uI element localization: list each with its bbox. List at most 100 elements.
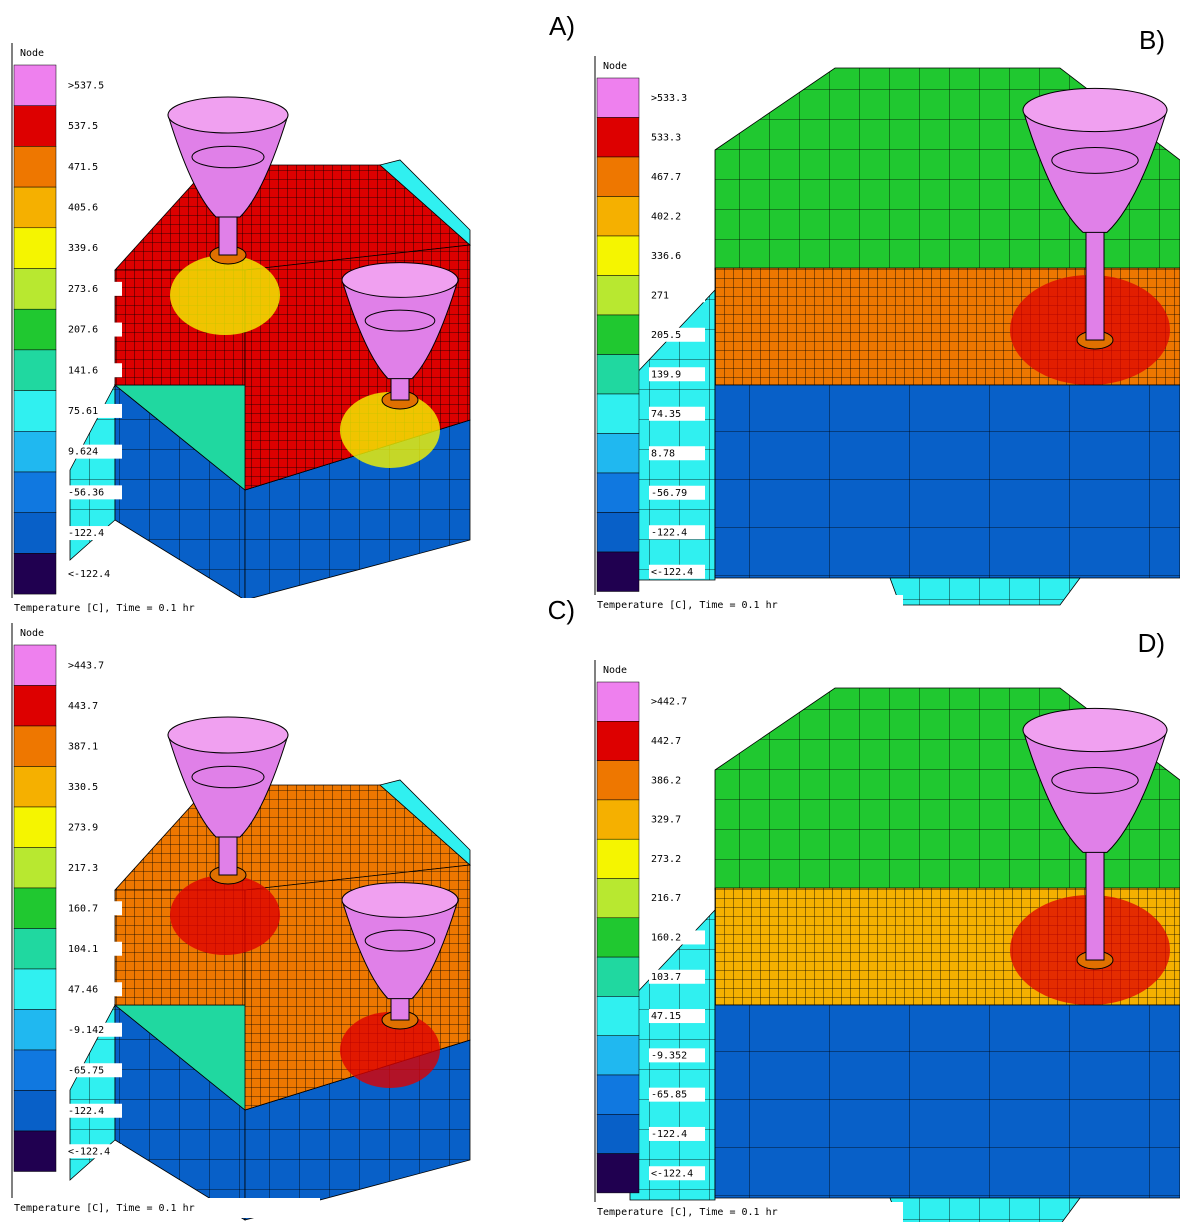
legend-swatch [597,355,639,395]
legend-label: 160.2 [651,932,681,943]
legend-label: >443.7 [68,660,104,671]
legend-swatch [14,645,56,686]
legend-swatch [597,315,639,355]
legend-label: 273.2 [651,854,681,865]
legend-label: -122.4 [651,527,687,538]
mesh-grid [890,1198,1080,1222]
legend-label: 273.9 [68,822,98,833]
panel-label: D) [1138,628,1165,658]
legend-label: 207.6 [68,325,98,336]
legend-label: 443.7 [68,701,98,712]
legend-swatch [14,1091,56,1132]
legend-swatch [14,65,56,106]
legend-swatch [597,1114,639,1153]
legend-swatch [14,431,56,472]
legend-swatch [597,157,639,197]
legend-title: Node [20,628,44,639]
nozzle-rim [1023,708,1167,751]
legend-label: 216.7 [651,893,681,904]
legend-label: 9.624 [68,447,98,458]
legend-label: 387.1 [68,741,98,752]
legend-label: 471.5 [68,162,98,173]
legend-label: 402.2 [651,211,681,222]
legend-label: <-122.4 [68,569,110,580]
legend-swatch [597,1075,639,1114]
nozzle-neck [219,211,237,255]
legend-swatch [14,350,56,391]
legend-swatch [597,839,639,878]
legend-label: 74.35 [651,409,681,420]
legend-label: -9.352 [651,1050,687,1061]
footer: Temperature [C], Time = 0.1 hr [14,603,195,614]
legend-swatch [14,146,56,187]
nozzle-rim [168,97,288,133]
panel-label: B) [1139,25,1165,55]
legend-label: 271 [651,290,669,301]
legend-swatch [14,391,56,432]
panel: B)Node>533.3533.3467.7402.2336.6271205.5… [593,25,1180,615]
legend-label: 141.6 [68,365,98,376]
legend-title: Node [603,665,627,676]
legend-swatch [597,78,639,118]
panel: D)Node>442.7442.7386.2329.7273.2216.7160… [593,628,1180,1222]
legend-label: 273.6 [68,284,98,295]
legend-label: 329.7 [651,815,681,826]
legend-swatch [597,682,639,721]
nozzle-rim [342,263,458,298]
legend-label: -65.75 [68,1065,104,1076]
legend-label: -122.4 [651,1129,687,1140]
legend-swatch [597,957,639,996]
hot-spot [170,875,280,955]
legend-label: 104.1 [68,944,98,955]
legend-swatch [597,721,639,760]
legend-label: 533.3 [651,132,681,143]
legend-title: Node [603,61,627,72]
footer: Temperature [C], Time = 0.1 hr [14,1203,195,1214]
legend-label: -9.142 [68,1025,104,1036]
legend-label: -122.4 [68,528,104,539]
legend-label: 139.9 [651,369,681,380]
legend-label: -56.36 [68,487,104,498]
legend-swatch [14,767,56,808]
legend-label: >537.5 [68,80,104,91]
legend-swatch [597,996,639,1035]
nozzle-neck [1086,225,1104,340]
legend-title: Node [20,48,44,59]
legend-label: 467.7 [651,172,681,183]
legend-label: >442.7 [651,697,687,708]
legend-swatch [14,969,56,1010]
legend-swatch [14,106,56,147]
legend-label: 8.78 [651,448,675,459]
legend-label: 537.5 [68,121,98,132]
legend-label: >533.3 [651,93,687,104]
legend-label: 47.15 [651,1011,681,1022]
legend-swatch [597,761,639,800]
footer: Temperature [C], Time = 0.1 hr [597,1207,778,1218]
legend-swatch [597,1036,639,1075]
legend-label: 339.6 [68,243,98,254]
legend-swatch [14,228,56,269]
legend-label: -122.4 [68,1106,104,1117]
legend-label: <-122.4 [651,1168,693,1179]
panel: C)Node>443.7443.7387.1330.5273.9217.3160… [10,595,575,1220]
legend-swatch [597,118,639,158]
legend-swatch [597,434,639,474]
legend-label: 330.5 [68,782,98,793]
legend-swatch [597,236,639,276]
legend-swatch [597,473,639,513]
legend-label: -56.79 [651,488,687,499]
nozzle-rim [168,717,288,753]
legend-swatch [597,918,639,957]
legend-label: 386.2 [651,775,681,786]
legend-label: 75.61 [68,406,98,417]
legend-label: 217.3 [68,863,98,874]
legend-label: 205.5 [651,330,681,341]
legend-swatch [597,394,639,434]
legend-swatch [597,800,639,839]
legend-swatch [14,686,56,727]
panel-label: A) [549,11,575,41]
footer: Temperature [C], Time = 0.1 hr [597,600,778,611]
hot-spot [170,255,280,335]
legend-swatch [14,848,56,889]
legend-swatch [14,1010,56,1051]
